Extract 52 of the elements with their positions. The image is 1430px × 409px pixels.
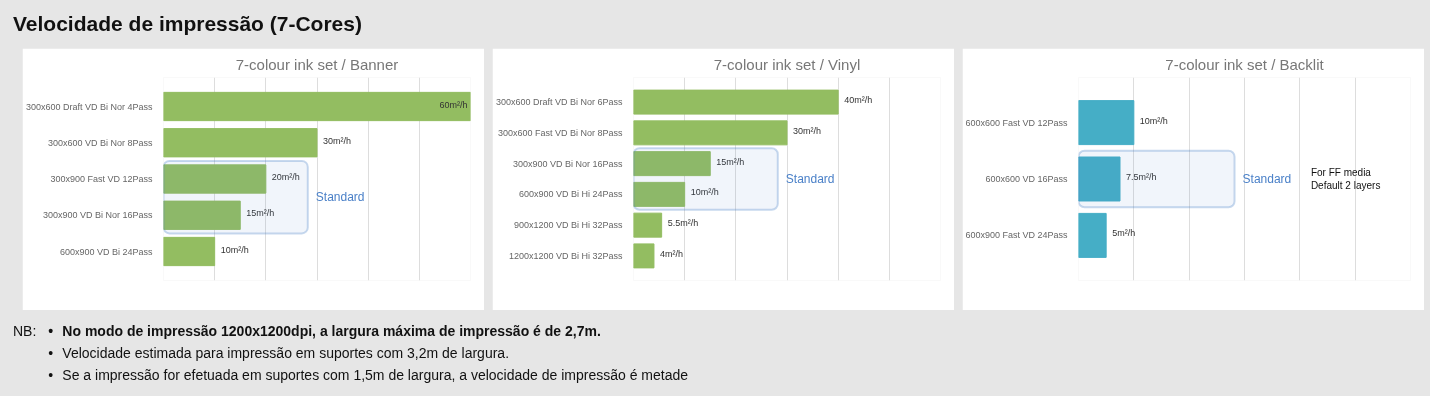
data-label: 40m²/h <box>844 95 873 106</box>
data-label: 4m²/h <box>659 248 683 259</box>
data-label: 7.5m²/h <box>1126 172 1157 182</box>
y-tick-label: 600x900 VD Bi 24Pass <box>59 246 153 257</box>
text: Velocidade estimada para impressão em suportes com 3,2m de largura. <box>62 344 510 363</box>
y-tick-label: 600x900 VD Bi Hi 24Pass <box>518 189 623 200</box>
text: Velocidade de impressão (7-Cores) <box>13 11 362 37</box>
data-label: 10m²/h <box>690 187 719 198</box>
bar <box>633 89 839 115</box>
text: No modo de impressão 1200x1200dpi, a largura máxima de impressão é de 2,7m. <box>62 322 601 341</box>
data-label: 15m²/h <box>716 156 745 167</box>
y-tick-label: 600x900 Fast VD 24Pass <box>965 230 1068 241</box>
data-label: 60m²/h <box>439 99 468 110</box>
bar <box>163 91 471 122</box>
annotation: For FF media Default 2 layers <box>1310 166 1381 192</box>
data-label: 5.5m²/h <box>667 218 699 229</box>
bar <box>633 243 655 269</box>
data-label: 30m²/h <box>323 135 352 146</box>
chart-title: 7-colour ink set / Vinyl <box>713 55 861 73</box>
chart-title: 7-colour ink set / Banner <box>235 55 399 73</box>
annotation: Standard <box>785 172 835 186</box>
text: • <box>48 322 55 341</box>
y-tick-label: 300x600 Draft VD Bi Nor 6Pass <box>495 97 623 108</box>
y-tick-label: 300x900 VD Bi Nor 16Pass <box>42 210 153 221</box>
y-tick-label: 600x600 Fast VD 12Pass <box>965 117 1068 128</box>
bar <box>633 212 663 238</box>
text: • <box>48 344 55 363</box>
y-tick-label: 600x600 VD 16Pass <box>985 174 1068 184</box>
bar <box>163 200 241 230</box>
data-label: 30m²/h <box>793 125 822 136</box>
bar <box>163 164 267 194</box>
y-tick-label: 300x600 Draft VD Bi Nor 4Pass <box>25 101 153 112</box>
data-label: 5m²/h <box>1112 228 1136 239</box>
bar <box>633 151 711 177</box>
bar <box>633 181 686 207</box>
y-tick-label: 300x600 Fast VD Bi Nor 8Pass <box>497 127 623 138</box>
y-tick-label: 300x600 VD Bi Nor 8Pass <box>47 137 153 148</box>
chart-title: 7-colour ink set / Backlit <box>1165 55 1325 73</box>
data-label: 20m²/h <box>271 172 300 182</box>
y-tick-label: 300x900 Fast VD 12Pass <box>50 174 153 184</box>
data-label: 10m²/h <box>220 244 249 255</box>
data-label: 10m²/h <box>1139 115 1168 126</box>
data-label: 15m²/h <box>246 208 275 219</box>
annotation: Standard <box>1242 172 1292 186</box>
y-tick-label: 1200x1200 VD Bi Hi 32Pass <box>508 250 623 261</box>
text: Se a impressão for efetuada em suportes com 1,5m de largura, a velocidade de impressão é metade <box>62 366 689 385</box>
text: NB: <box>13 322 37 341</box>
y-tick-label: 300x900 VD Bi Nor 16Pass <box>512 158 623 169</box>
y-tick-label: 900x1200 VD Bi Hi 32Pass <box>513 220 623 231</box>
annotation: Standard <box>315 190 365 205</box>
bar <box>163 236 216 267</box>
text: • <box>48 366 55 385</box>
